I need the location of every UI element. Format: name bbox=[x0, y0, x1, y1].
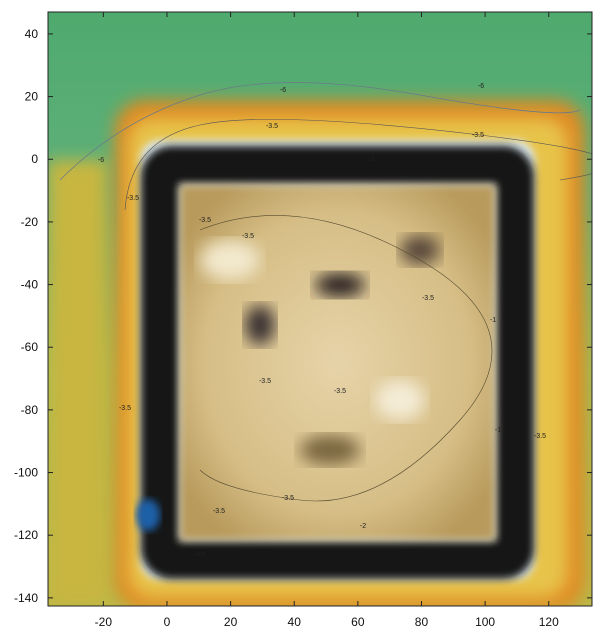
contour-label: -1 bbox=[495, 427, 501, 434]
y-tick-label: 40 bbox=[25, 27, 39, 41]
contour-label: -3.5 bbox=[242, 233, 254, 240]
contour-label: -3.5 bbox=[193, 551, 205, 558]
terrain bbox=[48, 12, 599, 610]
contour-label: -3.5 bbox=[266, 123, 278, 130]
y-tick-label: -60 bbox=[21, 340, 39, 354]
contour-label: -3.5 bbox=[213, 508, 225, 515]
y-tick-label: -20 bbox=[21, 215, 39, 229]
contour-label: -2 bbox=[360, 523, 366, 530]
contour-label: -3.5 bbox=[534, 433, 546, 440]
y-tick-label: -40 bbox=[21, 278, 39, 292]
y-tick-label: -100 bbox=[14, 466, 38, 480]
contour-label: -3.5 bbox=[127, 195, 139, 202]
contour-label: -1 bbox=[490, 317, 496, 324]
x-tick-label: 120 bbox=[539, 615, 559, 629]
x-tick-label: 40 bbox=[288, 615, 302, 629]
contour-label: -1 bbox=[369, 156, 375, 163]
y-tick-label: 20 bbox=[25, 90, 39, 104]
x-tick-label: 80 bbox=[415, 615, 429, 629]
contour-label: -6 bbox=[280, 87, 286, 94]
contour-label: -6 bbox=[98, 157, 104, 164]
contour-label: -3.5 bbox=[422, 295, 434, 302]
contour-label: -3.5 bbox=[472, 132, 484, 139]
map-figure: -20 0 20 40 60 80 100 120 40 20 0 -20 -40 -60 -80 -100 -… bbox=[0, 0, 599, 636]
contour-label: -3.5 bbox=[334, 388, 346, 395]
y-tick-label: -120 bbox=[14, 528, 38, 542]
x-tick-label: 60 bbox=[351, 615, 365, 629]
y-tick-label: -80 bbox=[21, 403, 39, 417]
x-tick-label: 100 bbox=[475, 615, 495, 629]
contour-label: -3.5 bbox=[259, 378, 271, 385]
contour-label: -3.5 bbox=[282, 495, 294, 502]
contour-label: -6 bbox=[478, 83, 484, 90]
y-tick-label: -140 bbox=[14, 591, 38, 605]
x-tick-label: 20 bbox=[224, 615, 238, 629]
contour-label: -3.5 bbox=[119, 405, 131, 412]
y-tick-label: 0 bbox=[31, 152, 38, 166]
x-tick-label: -20 bbox=[95, 615, 113, 629]
x-tick-label: 0 bbox=[164, 615, 171, 629]
contour-label: -3.5 bbox=[199, 217, 211, 224]
